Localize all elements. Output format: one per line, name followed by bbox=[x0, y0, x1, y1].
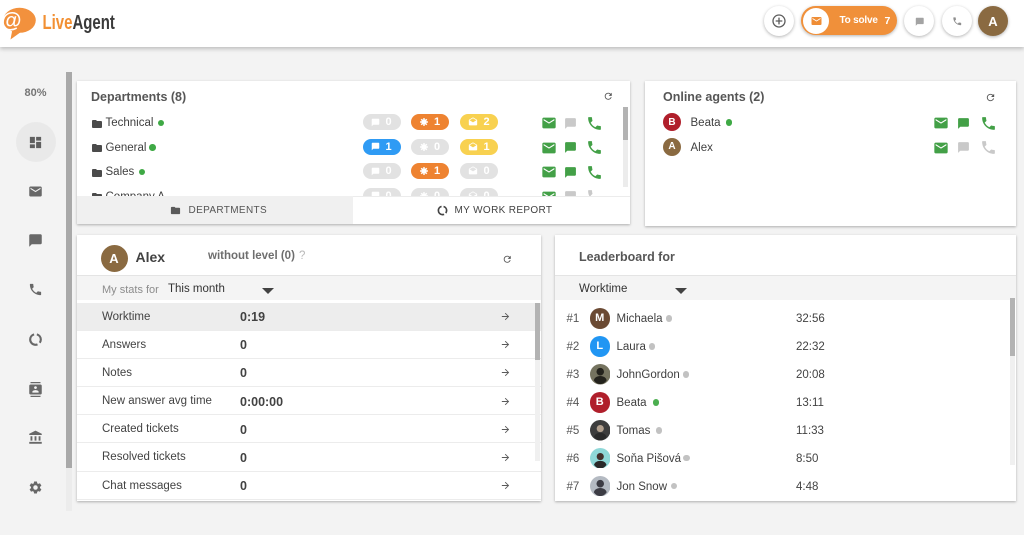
svg-text:LiveAgent: LiveAgent bbox=[43, 11, 115, 34]
svg-text:@: @ bbox=[1, 9, 21, 32]
